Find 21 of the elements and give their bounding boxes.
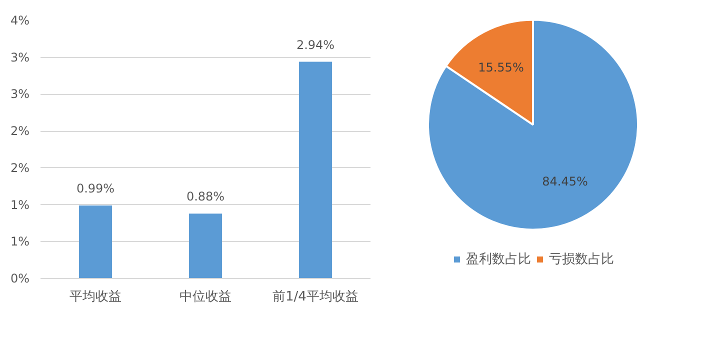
- y-tick-label: 3%: [10, 87, 30, 102]
- y-tick-label: 2%: [10, 124, 30, 138]
- bar: [299, 62, 332, 278]
- y-tick-label: 3%: [10, 50, 30, 64]
- data-label: 2.94%: [296, 38, 335, 52]
- y-tick-label: 4%: [10, 14, 30, 28]
- y-tick-label: 0%: [10, 272, 30, 286]
- x-tick-label: 前1/4平均收益: [272, 290, 358, 304]
- bar: [79, 206, 112, 278]
- x-tick-label: 平均收益: [70, 290, 122, 304]
- y-tick-label: 1%: [10, 234, 30, 249]
- y-tick-label: 2%: [10, 160, 30, 175]
- data-label: 0.99%: [76, 182, 115, 196]
- data-label: 0.88%: [186, 190, 225, 204]
- data-label: 84.45%: [542, 174, 588, 189]
- data-label: 15.55%: [478, 60, 524, 75]
- bar: [189, 214, 222, 278]
- x-tick-label: 中位收益: [180, 290, 232, 304]
- legend-label: 盈利数占比: [466, 251, 531, 268]
- legend-label: 亏损数占比: [549, 251, 614, 268]
- y-tick-label: 1%: [10, 198, 30, 212]
